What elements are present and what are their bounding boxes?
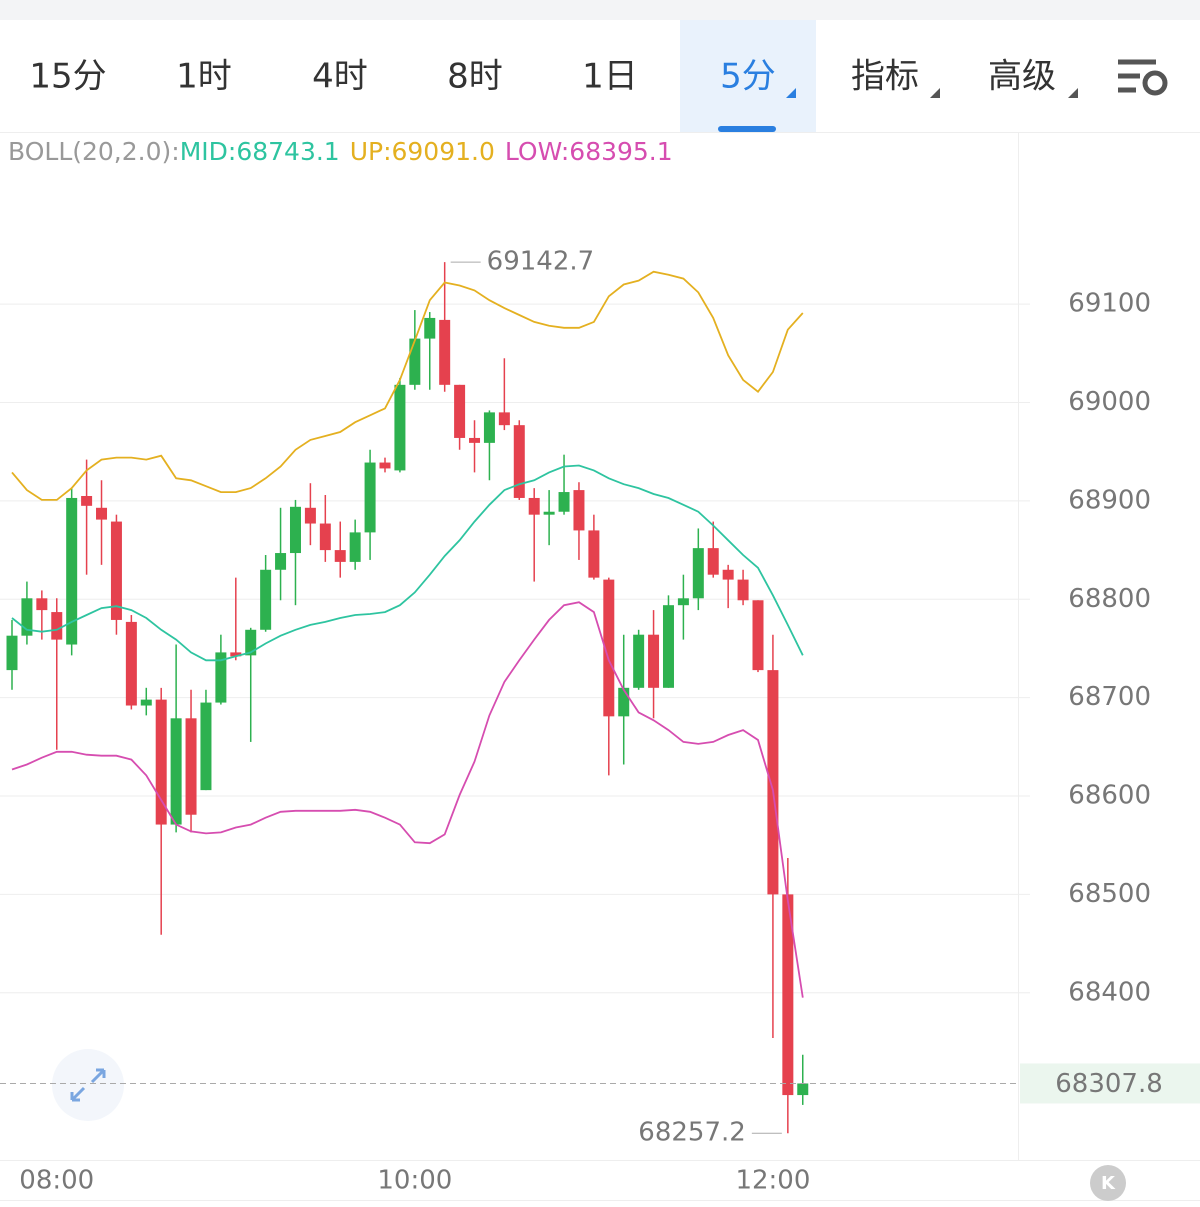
tab[interactable]: 1时 <box>176 57 232 97</box>
candle-body <box>260 569 272 630</box>
candle-body <box>722 569 734 580</box>
candle-body <box>96 507 108 520</box>
y-tick-label: 68700 <box>1068 682 1151 712</box>
min-label: 68257.2 <box>638 1118 746 1148</box>
expand-icon <box>70 1068 106 1102</box>
tab[interactable]: 8时 <box>447 57 503 97</box>
candle-body <box>155 699 167 825</box>
candle-body <box>618 687 630 717</box>
y-tick-label: 68600 <box>1068 781 1151 811</box>
candle-body <box>439 319 451 385</box>
tab[interactable]: 指标 <box>851 57 919 97</box>
candle-body <box>125 621 137 706</box>
candle-body <box>767 670 779 895</box>
y-tick-label: 69100 <box>1068 289 1151 319</box>
active-tab-underline <box>718 126 776 132</box>
candle-body <box>797 1083 809 1096</box>
y-tick-label: 69000 <box>1068 387 1151 417</box>
candle-body <box>334 550 346 562</box>
candle-body <box>662 605 674 688</box>
candle-body <box>394 384 406 471</box>
tab[interactable]: 4时 <box>312 57 368 97</box>
candle-body <box>36 598 48 611</box>
candle-body <box>275 553 287 570</box>
x-tick-label: 08:00 <box>19 1166 94 1196</box>
tab[interactable]: 5分 <box>720 57 776 97</box>
candle-body <box>528 497 540 515</box>
expand-button[interactable] <box>52 1049 124 1121</box>
y-tick-label: 68900 <box>1068 485 1151 515</box>
k-button[interactable] <box>1090 1165 1126 1201</box>
status-strip <box>0 0 1200 20</box>
candle-body <box>454 384 466 438</box>
candle-body <box>573 490 585 531</box>
candle-body <box>677 598 689 606</box>
legend-entry: MID:68743.1 <box>180 137 340 166</box>
dropdown-mark <box>930 88 940 98</box>
candle-body <box>230 652 242 657</box>
y-tick-label: 68400 <box>1068 977 1151 1007</box>
candle-body <box>737 579 749 601</box>
candle-body <box>707 548 719 575</box>
legend-entry: UP:69091.0 <box>350 137 495 166</box>
band-line <box>11 270 804 501</box>
candle-body <box>513 425 525 498</box>
candle-body <box>170 718 182 825</box>
candle-body <box>200 702 212 791</box>
candle-body <box>424 317 436 339</box>
tab[interactable]: 15分 <box>29 57 106 97</box>
dropdown-mark <box>786 88 796 98</box>
candle-body <box>483 412 495 443</box>
x-tick-label: 10:00 <box>377 1166 452 1196</box>
y-tick-label: 68800 <box>1068 584 1151 614</box>
candle-body <box>603 579 615 717</box>
x-tick-label: 12:00 <box>735 1166 810 1196</box>
legend-entry: LOW:68395.1 <box>505 137 673 166</box>
dropdown-mark <box>1068 88 1078 98</box>
indicator-legend: BOLL(20,2.0):MID:68743.1 UP:69091.0 LOW:68… <box>8 137 673 166</box>
indicator-name: BOLL(20,2.0): <box>8 137 180 166</box>
k-icon: K <box>1101 1173 1116 1194</box>
band-line <box>11 601 804 998</box>
max-label: 69142.7 <box>487 247 595 277</box>
active-tab-bg <box>680 20 816 132</box>
candle-body <box>409 338 421 385</box>
candle-body <box>379 462 391 469</box>
candle-body <box>66 497 78 645</box>
candle-body <box>304 507 316 524</box>
candle-body <box>140 699 152 706</box>
candle-body <box>692 548 704 599</box>
candle-body <box>498 412 510 426</box>
candle-body <box>543 511 555 515</box>
candle-body <box>245 629 257 656</box>
candle-body <box>21 598 33 636</box>
candle-body <box>289 506 301 554</box>
last-price-box <box>1020 1063 1200 1104</box>
tab[interactable]: 高级 <box>988 57 1056 97</box>
candle-body <box>349 532 361 562</box>
band-line <box>11 464 804 662</box>
candle-body <box>81 495 93 506</box>
candle-body <box>782 894 794 1096</box>
candle-body <box>185 718 197 815</box>
settings-icon[interactable] <box>1118 59 1168 96</box>
candle-body <box>364 462 376 533</box>
candle-body <box>469 437 481 443</box>
candle-body <box>633 634 645 688</box>
candle-body <box>319 523 331 551</box>
last-price-label: 68307.8 <box>1055 1069 1163 1099</box>
candle-body <box>110 521 122 620</box>
candle-body <box>752 600 764 671</box>
candle-body <box>588 530 600 578</box>
y-tick-label: 68500 <box>1068 879 1151 909</box>
candle-body <box>648 634 660 688</box>
candle-body <box>558 492 570 512</box>
candle-body <box>51 612 63 640</box>
candle-body <box>215 652 227 703</box>
tab[interactable]: 1日 <box>582 57 638 97</box>
candle-body <box>6 635 18 671</box>
